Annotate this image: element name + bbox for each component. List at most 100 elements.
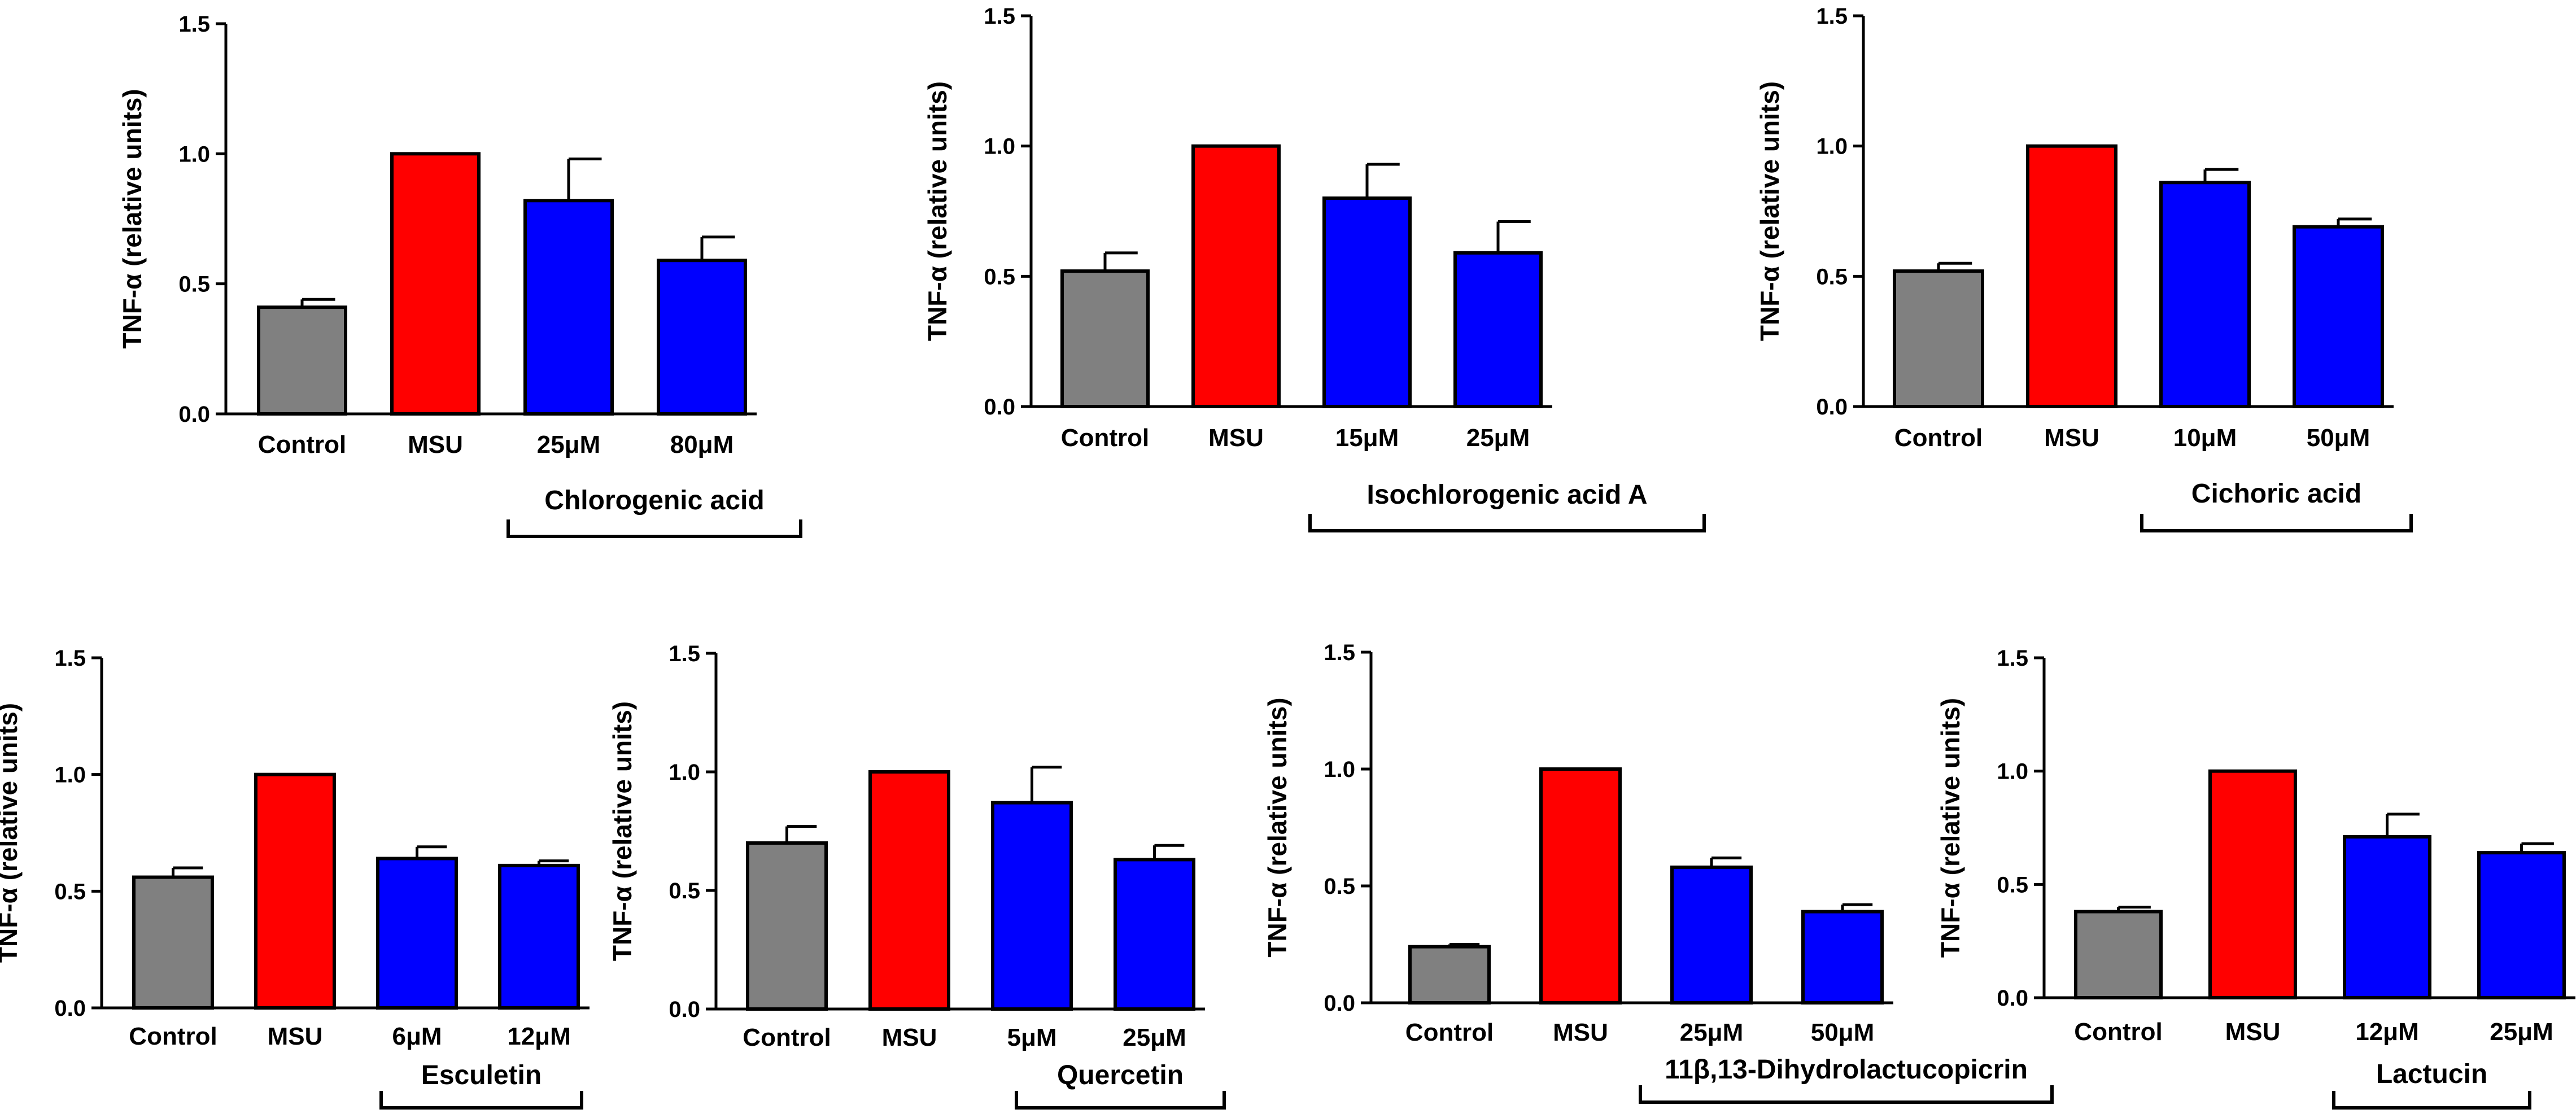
bar-25μM [1453, 251, 1543, 408]
x-tick-label: MSU [268, 1023, 323, 1050]
x-tick-label: 12μM [2355, 1018, 2419, 1046]
bar-Control [1893, 269, 1984, 408]
y-tick-label: 1.5 [1324, 640, 1355, 665]
bar-25μM [523, 199, 614, 416]
x-tick-label: 6μM [392, 1023, 442, 1050]
x-tick-label: Control [1894, 424, 1983, 452]
y-tick-label: 1.0 [178, 142, 210, 167]
y-axis-label: TNF-α (relative units) [0, 703, 23, 963]
y-tick-label: 1.0 [1324, 757, 1355, 782]
x-tick-label: MSU [1553, 1019, 1608, 1046]
compound-label: Quercetin [1057, 1060, 1184, 1090]
x-tick-label: MSU [2044, 424, 2099, 452]
bar-MSU [1191, 144, 1281, 408]
bar-6μM [376, 857, 458, 1010]
compound-label: Cichoric acid [2191, 479, 2361, 509]
y-axis-label: TNF-α (relative units) [1936, 698, 1965, 958]
bar-MSU [390, 152, 481, 416]
y-axis-label: TNF-α (relative units) [117, 89, 147, 348]
y-tick-label: 1.5 [669, 641, 700, 666]
x-tick-label: MSU [2225, 1018, 2281, 1046]
compound-bracket [379, 1091, 583, 1110]
x-tick-label: 80μM [670, 431, 734, 458]
bar-15μM [1322, 196, 1412, 408]
y-axis-label: TNF-α (relative units) [1755, 81, 1784, 341]
x-tick-label: Control [1061, 424, 1149, 452]
y-tick-label: 0.5 [984, 264, 1015, 289]
bar-25μM [1670, 865, 1753, 1005]
y-tick-label: 0.0 [984, 395, 1015, 420]
y-tick-label: 1.5 [984, 4, 1015, 29]
chart-panel-6: 0.0 0.5 1.0 1.5 TNF-α (relative units) Contro… [1263, 640, 2054, 1104]
x-tick-label: 25μM [2490, 1018, 2553, 1046]
y-tick-label: 0.0 [1324, 991, 1355, 1016]
y-tick-label: 1.5 [54, 646, 86, 671]
x-tick-label: 25μM [537, 431, 601, 458]
y-tick-label: 1.0 [984, 134, 1015, 159]
bar-25μM [2477, 851, 2566, 999]
compound-bracket [1639, 1085, 2054, 1104]
bar-Control [1408, 945, 1491, 1005]
x-tick-label: Control [743, 1024, 831, 1051]
bar-12μM [2343, 835, 2431, 999]
y-tick-label: 0.0 [54, 996, 86, 1021]
x-tick-label: Control [2074, 1018, 2162, 1046]
bar-MSU [254, 772, 336, 1010]
compound-label: Chlorogenic acid [544, 486, 764, 516]
y-axis-label: TNF-α (relative units) [608, 701, 637, 961]
chart-panel-5: 0.0 0.5 1.0 1.5 TNF-α (relative units) Contro… [608, 641, 1226, 1110]
x-tick-label: Control [258, 431, 346, 458]
y-tick-label: 1.5 [1816, 4, 1848, 29]
y-tick-label: 1.0 [1816, 134, 1848, 159]
bar-MSU [2208, 769, 2297, 999]
compound-bracket [1015, 1091, 1226, 1110]
bar-Control [746, 841, 828, 1011]
y-axis-label: TNF-α (relative units) [1263, 697, 1292, 957]
bar-MSU [2026, 144, 2117, 408]
y-tick-label: 0.5 [1324, 874, 1355, 899]
y-tick-label: 1.0 [1997, 759, 2028, 784]
compound-bracket [2140, 514, 2413, 532]
x-tick-label: 15μM [1335, 424, 1399, 452]
y-tick-label: 0.5 [669, 879, 700, 903]
chart-panel-7: 0.0 0.5 1.0 1.5 TNF-α (relative units) Contro… [1936, 646, 2575, 1110]
chart-panel-4: 0.0 0.5 1.0 1.5 TNF-α (relative units) Contro… [0, 646, 590, 1110]
compound-label: 11β,13-Dihydrolactucopicrin [1665, 1055, 2028, 1085]
compound-label: Esculetin [421, 1060, 542, 1090]
compound-label: Lactucin [2376, 1059, 2487, 1089]
bar-Control [1060, 269, 1150, 408]
bar-12μM [498, 863, 580, 1010]
bar-80μM [657, 259, 747, 416]
x-tick-label: Control [129, 1023, 217, 1050]
bar-10μM [2159, 181, 2251, 408]
y-tick-label: 0.0 [1816, 395, 1848, 420]
chart-panel-3: 0.0 0.5 1.0 1.5 TNF-α (relative units) Contro… [1755, 4, 2413, 532]
x-tick-label: 50μM [1811, 1019, 1875, 1046]
x-tick-label: 10μM [2173, 424, 2237, 452]
y-tick-label: 0.5 [1816, 264, 1848, 289]
x-tick-label: MSU [1208, 424, 1264, 452]
bar-25μM [1114, 858, 1195, 1011]
x-tick-label: MSU [882, 1024, 937, 1051]
bar-5μM [991, 801, 1073, 1011]
x-tick-label: 50μM [2307, 424, 2370, 452]
bar-Control [2074, 910, 2163, 999]
y-tick-label: 0.5 [178, 272, 210, 297]
compound-label: Isochlorogenic acid A [1367, 480, 1648, 510]
bar-MSU [1539, 767, 1622, 1005]
x-tick-label: 25μM [1680, 1019, 1744, 1046]
x-tick-label: 25μM [1123, 1024, 1186, 1051]
compound-bracket [1308, 514, 1706, 532]
bar-Control [257, 305, 347, 416]
bar-Control [132, 875, 214, 1010]
y-tick-label: 0.0 [178, 402, 210, 427]
x-tick-label: MSU [408, 431, 463, 458]
x-tick-label: 12μM [507, 1023, 571, 1050]
y-tick-label: 1.5 [178, 12, 210, 37]
y-tick-label: 0.0 [1997, 986, 2028, 1011]
x-tick-label: 5μM [1007, 1024, 1056, 1051]
y-tick-label: 0.5 [1997, 872, 2028, 897]
y-tick-label: 0.0 [669, 997, 700, 1022]
y-tick-label: 0.5 [54, 879, 86, 904]
